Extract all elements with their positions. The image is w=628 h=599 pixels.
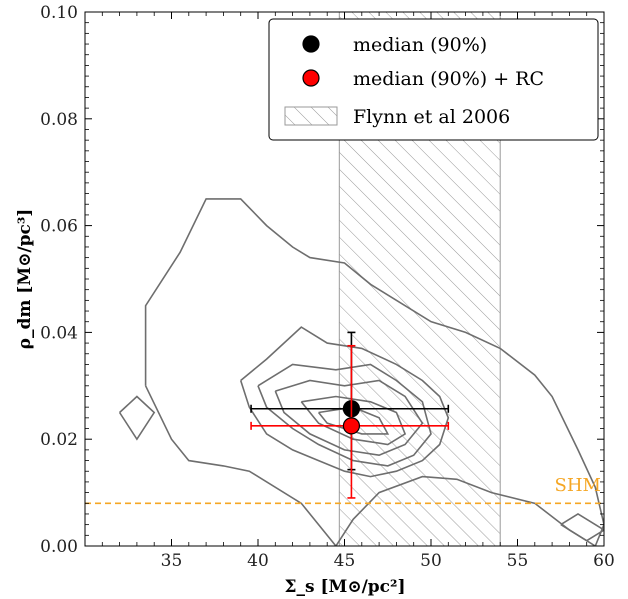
y-axis-label: ρ_dm [M⊙/pc³]	[15, 209, 35, 350]
contour-1	[144, 198, 604, 546]
legend: median (90%) median (90%) + RC Flynn et al…	[268, 18, 599, 141]
y-tick-label: 0.06	[40, 217, 78, 237]
y-tick-label: 0.10	[40, 3, 78, 23]
x-tick-label: 50	[420, 551, 442, 571]
contour-3	[257, 363, 432, 467]
legend-hatch-swatch	[284, 106, 338, 126]
contour-8	[560, 513, 604, 542]
legend-marker	[302, 35, 320, 53]
x-tick-label: 35	[161, 551, 183, 571]
y-tick-label: 0.00	[40, 537, 78, 557]
series-group	[250, 331, 450, 499]
y-tick-label: 0.02	[40, 430, 78, 450]
series-2	[250, 344, 450, 499]
contour-5	[300, 395, 407, 446]
legend-box	[268, 18, 599, 141]
legend-label: median (90%)	[353, 34, 487, 56]
legend-marker	[302, 69, 320, 87]
x-axis-label: Σ_s [M⊙/pc²]	[284, 577, 405, 597]
contour-2	[239, 326, 450, 478]
y-tick-label: 0.08	[40, 110, 78, 130]
x-tick-label: 45	[334, 551, 356, 571]
legend-label: Flynn et al 2006	[353, 106, 510, 128]
contour-lines	[118, 198, 604, 546]
y-tick-label: 0.04	[40, 323, 78, 343]
contour-7	[118, 395, 156, 441]
x-tick-label: 55	[507, 551, 529, 571]
contour-4	[274, 379, 424, 457]
x-tick-label: 40	[247, 551, 269, 571]
legend-label: median (90%) + RC	[353, 68, 544, 90]
median-point	[342, 417, 361, 435]
axis-ticks: 35 40 45 50 55 60 0.00 0.02 0.04 0.06 0.08 0.10	[40, 3, 615, 571]
shm-annotation: SHM	[555, 475, 601, 496]
x-tick-label: 60	[593, 551, 615, 571]
